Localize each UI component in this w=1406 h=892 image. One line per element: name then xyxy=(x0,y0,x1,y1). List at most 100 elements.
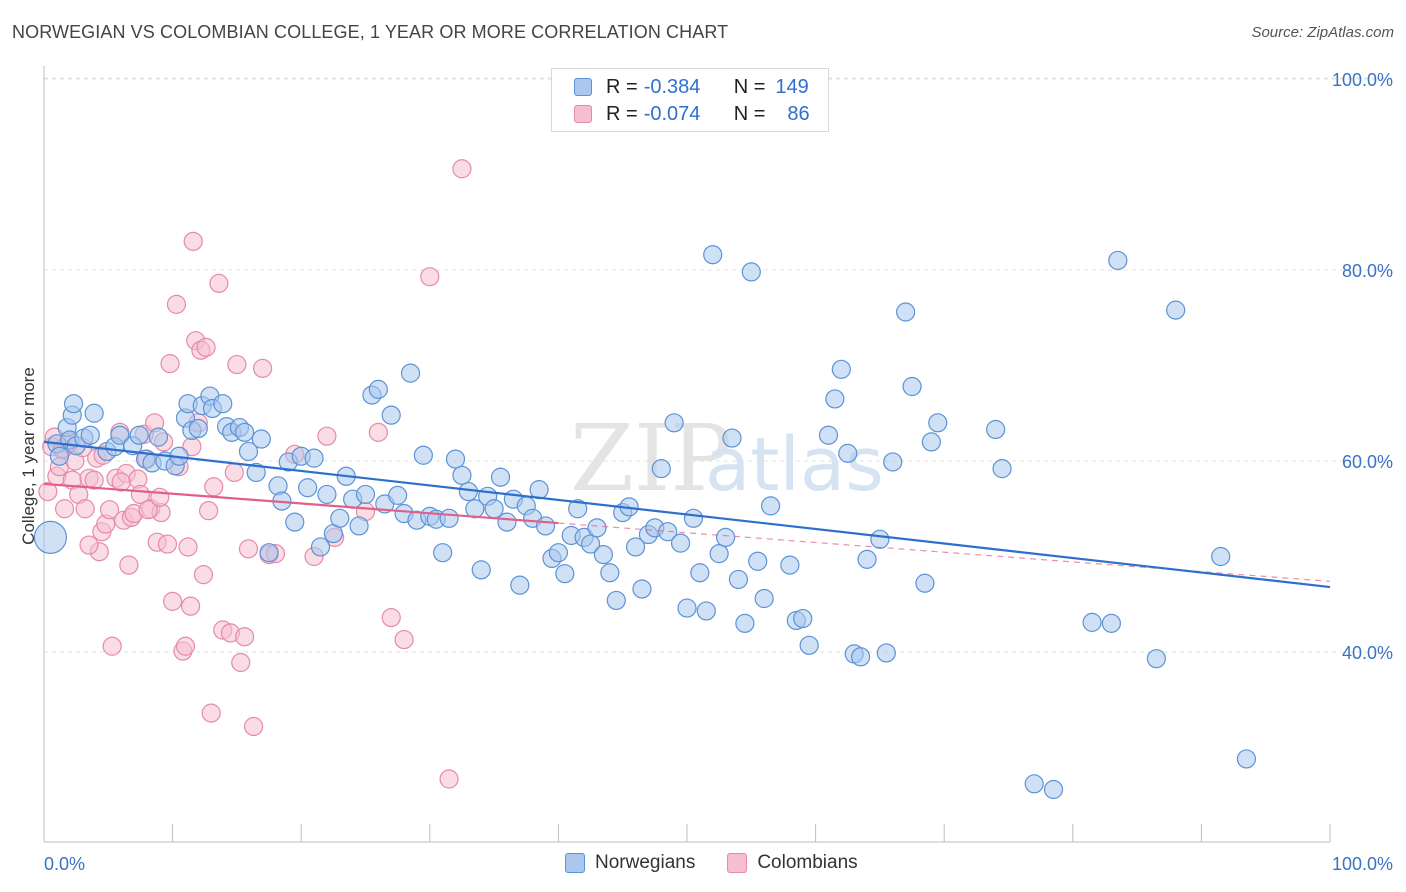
norwegian-point xyxy=(246,462,266,483)
colombian-point xyxy=(193,565,214,585)
norwegian-point xyxy=(838,443,858,463)
norwegian-point xyxy=(330,508,350,528)
colombian-point xyxy=(381,608,401,628)
series-legend: Norwegians Colombians xyxy=(565,852,890,874)
legend-r-label: R = xyxy=(606,102,638,125)
norwegian-point xyxy=(593,544,614,565)
norwegian-point xyxy=(63,394,84,414)
norwegian-point xyxy=(238,441,259,462)
norwegian-point xyxy=(580,534,601,554)
norwegian-point xyxy=(664,413,684,433)
norwegian-point xyxy=(896,302,916,322)
norwegian-point xyxy=(368,379,388,399)
colombian-point xyxy=(204,477,224,497)
y-tick-label: 60.0% xyxy=(1342,452,1393,472)
y-tick-label: 100.0% xyxy=(1332,70,1393,90)
norwegian-point xyxy=(555,564,575,584)
colombian-point xyxy=(452,159,472,179)
norwegian-point xyxy=(1166,300,1186,320)
norwegian-point xyxy=(471,560,491,580)
norwegian-point xyxy=(110,425,130,445)
norwegian-point xyxy=(780,555,800,575)
norwegian-point xyxy=(831,359,851,379)
norwegian-point xyxy=(1146,649,1166,669)
norwegian-point xyxy=(84,403,104,423)
norwegian-point xyxy=(445,449,466,469)
colombian-point xyxy=(38,481,58,502)
colombian-trend-line xyxy=(43,482,559,525)
colombian-point xyxy=(84,470,104,490)
colombian-swatch xyxy=(574,105,592,123)
norwegian-point xyxy=(715,527,736,548)
norwegian-point xyxy=(632,579,652,599)
legend-item-norwegians[interactable]: Norwegians xyxy=(565,852,695,874)
y-axis-label: College, 1 year or more xyxy=(19,367,38,545)
colombian-point xyxy=(209,273,229,293)
norwegian-point xyxy=(484,499,504,519)
norwegian-point xyxy=(510,575,530,595)
norwegian-point xyxy=(1082,612,1102,632)
colombian-point xyxy=(394,629,414,650)
norwegian-point xyxy=(876,643,896,663)
norwegian-point xyxy=(709,544,729,564)
colombian-point xyxy=(439,769,459,789)
norwegian-point xyxy=(992,459,1012,479)
trend-lines xyxy=(43,440,1331,589)
watermark-zip: ZIP xyxy=(570,405,732,512)
colombian-point xyxy=(111,472,131,492)
colombian-point xyxy=(178,537,198,557)
colombian-point xyxy=(119,555,139,575)
colombian-point xyxy=(235,627,255,647)
norwegian-point xyxy=(490,467,511,487)
norwegian-point xyxy=(857,549,877,569)
chart-title: NORWEGIAN VS COLOMBIAN COLLEGE, 1 YEAR O… xyxy=(12,22,729,42)
norwegian-point xyxy=(148,427,169,447)
norwegian-point xyxy=(349,516,369,536)
norwegian-point xyxy=(381,405,401,425)
y-tick-labels: 40.0% 60.0% 80.0% 100.0% xyxy=(1332,70,1393,663)
norwegian-point xyxy=(625,537,646,557)
legend-n-value: 86 xyxy=(787,102,810,125)
y-tick-label: 80.0% xyxy=(1342,261,1393,281)
norwegian-point xyxy=(677,598,697,618)
norwegian-point xyxy=(33,520,68,555)
norwegian-point xyxy=(670,533,691,553)
colombian-point xyxy=(196,337,216,357)
norwegian-point xyxy=(298,478,318,498)
norwegian-point xyxy=(606,590,626,611)
norwegian-point xyxy=(568,499,588,519)
norwegian-point xyxy=(735,613,755,633)
colombian-trend-extension xyxy=(558,522,1331,582)
colombian-point xyxy=(75,499,95,519)
colombian-swatch xyxy=(727,853,748,873)
legend-n-label: N = xyxy=(733,75,766,98)
norwegian-point xyxy=(1236,749,1257,769)
norwegian-point xyxy=(703,245,723,265)
norwegian-point xyxy=(1043,779,1064,800)
source-label: Source: ZipAtlas.com xyxy=(1251,24,1394,41)
norwegian-point xyxy=(658,522,678,542)
legend-r-value: -0.074 xyxy=(643,102,701,125)
norwegian-point xyxy=(722,428,742,448)
norwegian-point xyxy=(535,516,556,536)
norwegian-point xyxy=(235,422,255,442)
axes xyxy=(43,66,1331,843)
colombian-point xyxy=(224,462,244,483)
colombian-point xyxy=(238,539,259,559)
norwegian-point xyxy=(748,551,768,571)
colombian-point xyxy=(227,354,247,375)
legend-label-colombians: Colombians xyxy=(757,852,858,873)
colombian-point xyxy=(181,596,201,616)
norwegian-point xyxy=(452,465,472,485)
norwegian-point xyxy=(49,446,70,466)
norwegian-point xyxy=(400,363,421,383)
norwegian-point xyxy=(921,432,941,452)
norwegian-point xyxy=(818,425,839,445)
norwegian-point xyxy=(986,419,1006,440)
norwegian-point xyxy=(251,429,271,449)
legend-item-colombians[interactable]: Colombians xyxy=(727,852,858,874)
norwegian-point xyxy=(741,262,761,282)
norwegian-swatch xyxy=(565,853,585,873)
norwegian-point xyxy=(1108,250,1128,271)
norwegian-swatch xyxy=(574,78,592,96)
